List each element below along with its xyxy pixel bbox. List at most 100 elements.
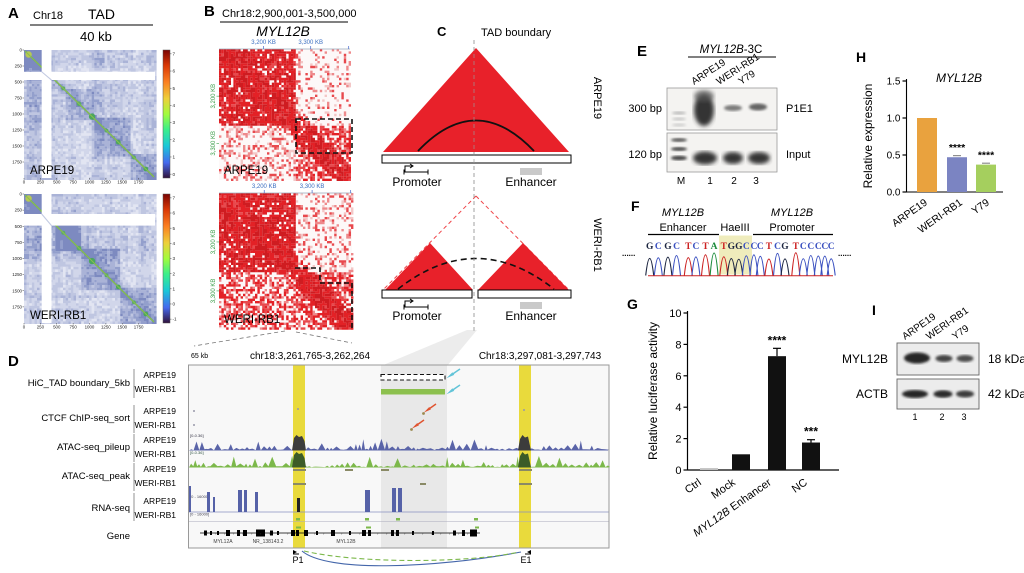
svg-text:ACTB: ACTB [856, 387, 888, 401]
svg-text:Promoter: Promoter [392, 175, 441, 189]
svg-text:B: B [204, 3, 215, 20]
svg-text:Chr18: Chr18 [33, 10, 63, 22]
svg-text:500: 500 [15, 224, 23, 229]
svg-text:ARPE19: ARPE19 [143, 464, 176, 474]
svg-text:C: C [807, 242, 814, 252]
svg-text:NC: NC [790, 477, 810, 496]
svg-text:›: › [260, 531, 262, 536]
svg-text:ARPE19: ARPE19 [143, 496, 176, 506]
svg-text:5: 5 [173, 226, 176, 231]
svg-text:500: 500 [53, 180, 61, 185]
svg-text:›: › [395, 531, 397, 536]
svg-text:5: 5 [173, 86, 176, 91]
svg-text:0: 0 [20, 48, 23, 53]
svg-text:750: 750 [69, 325, 77, 330]
svg-text:ATAC-seq_pileup: ATAC-seq_pileup [57, 442, 130, 453]
svg-text:›: › [305, 531, 307, 536]
svg-text:C: C [757, 242, 764, 252]
svg-text:›: › [341, 531, 343, 536]
svg-text:›: › [224, 531, 226, 536]
svg-text:500: 500 [15, 80, 23, 85]
svg-text:T: T [685, 242, 692, 252]
svg-text:3,300 KB: 3,300 KB [211, 279, 217, 304]
svg-text:ARPE19: ARPE19 [143, 435, 176, 445]
svg-text:****: **** [768, 333, 787, 347]
svg-text:750: 750 [69, 180, 77, 185]
svg-text:›: › [332, 531, 334, 536]
svg-text:40 kb: 40 kb [80, 29, 112, 44]
svg-text:......: ...... [838, 249, 851, 258]
svg-text:4: 4 [675, 402, 681, 414]
svg-text:1750: 1750 [12, 160, 22, 165]
svg-text:1750: 1750 [134, 325, 144, 330]
svg-text:E1: E1 [520, 555, 531, 565]
svg-text:250: 250 [15, 64, 23, 69]
svg-text:2: 2 [731, 176, 737, 187]
svg-text:ATAC-seq_peak: ATAC-seq_peak [62, 471, 131, 482]
svg-text:0: 0 [23, 325, 26, 330]
svg-text:4: 4 [173, 241, 176, 246]
svg-text:1000: 1000 [85, 325, 95, 330]
svg-text:......: ...... [622, 249, 635, 258]
svg-text:0: 0 [173, 302, 176, 307]
svg-text:3,300 KB: 3,300 KB [300, 184, 325, 190]
svg-text:-1: -1 [173, 317, 178, 322]
svg-text:120 bp: 120 bp [628, 149, 662, 161]
svg-text:C: C [655, 242, 662, 252]
svg-text:250: 250 [37, 180, 45, 185]
svg-text:C: C [815, 242, 822, 252]
svg-text:2: 2 [675, 434, 681, 446]
svg-text:0: 0 [20, 192, 23, 197]
svg-text:C: C [774, 242, 781, 252]
svg-text:Ctrl: Ctrl [683, 477, 704, 497]
svg-text:T: T [766, 242, 773, 252]
svg-text:MYL12B: MYL12B [662, 207, 704, 219]
svg-text:18 kDa: 18 kDa [988, 352, 1024, 366]
svg-text:[0-0.36]: [0-0.36] [190, 450, 204, 455]
svg-text:›: › [278, 531, 280, 536]
svg-text:0.5: 0.5 [887, 151, 901, 162]
svg-text:›: › [458, 531, 460, 536]
svg-text:P1E1: P1E1 [786, 103, 813, 115]
svg-text:65 kb: 65 kb [191, 353, 208, 360]
svg-text:500: 500 [53, 325, 61, 330]
svg-text:›: › [314, 531, 316, 536]
svg-text:3,300 KB: 3,300 KB [211, 131, 217, 156]
svg-text:›: › [350, 531, 352, 536]
svg-text:7: 7 [173, 51, 176, 56]
svg-text:MYL12B: MYL12B [936, 71, 982, 85]
svg-text:ARPE19: ARPE19 [591, 77, 603, 119]
svg-text:Chr18:3,297,081-3,297,743: Chr18:3,297,081-3,297,743 [479, 351, 602, 362]
svg-text:1: 1 [173, 155, 176, 160]
svg-text:***: *** [804, 425, 818, 439]
svg-text:MYL12B: MYL12B [336, 539, 356, 545]
svg-text:RNA-seq: RNA-seq [91, 503, 130, 514]
svg-text:1250: 1250 [101, 325, 111, 330]
svg-text:HaeIII: HaeIII [720, 222, 749, 234]
svg-text:Mock: Mock [709, 476, 738, 501]
svg-text:1: 1 [912, 412, 917, 422]
svg-text:chr18:3,261,765-3,262,264: chr18:3,261,765-3,262,264 [250, 351, 371, 362]
svg-text:›: › [386, 531, 388, 536]
svg-text:›: › [269, 531, 271, 536]
svg-text:P1: P1 [292, 555, 303, 565]
svg-text:0: 0 [23, 180, 26, 185]
svg-text:C: C [437, 24, 447, 39]
svg-text:2: 2 [173, 271, 176, 276]
svg-text:****: **** [949, 142, 966, 154]
svg-text:›: › [440, 531, 442, 536]
svg-text:›: › [323, 531, 325, 536]
svg-text:Promoter: Promoter [769, 222, 815, 234]
svg-text:WERI-RB1: WERI-RB1 [134, 449, 176, 459]
svg-text:E: E [637, 43, 647, 60]
svg-text:D: D [8, 353, 19, 370]
svg-text:C: C [673, 242, 680, 252]
svg-text:C: C [821, 242, 828, 252]
svg-text:Y79: Y79 [970, 197, 992, 218]
svg-text:›: › [242, 531, 244, 536]
svg-text:WERI-RB1: WERI-RB1 [134, 420, 176, 430]
svg-text:3: 3 [961, 412, 966, 422]
svg-text:C: C [800, 242, 807, 252]
svg-text:›: › [233, 531, 235, 536]
svg-text:WERI-RB1: WERI-RB1 [224, 314, 280, 326]
